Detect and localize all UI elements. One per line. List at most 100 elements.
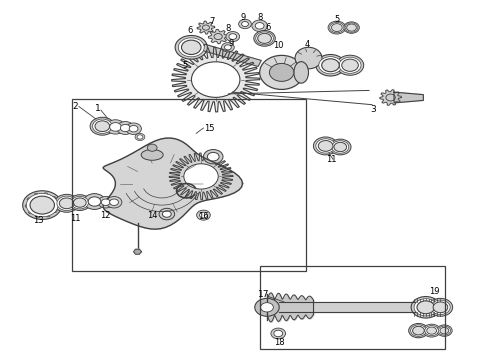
Circle shape <box>431 300 450 315</box>
Circle shape <box>159 208 174 220</box>
Circle shape <box>69 195 91 211</box>
Circle shape <box>331 24 342 32</box>
Circle shape <box>271 328 286 339</box>
Circle shape <box>334 142 346 152</box>
Circle shape <box>121 125 130 132</box>
Polygon shape <box>134 249 142 254</box>
Circle shape <box>88 197 101 206</box>
Circle shape <box>322 59 339 72</box>
Circle shape <box>423 324 441 337</box>
Circle shape <box>330 22 344 33</box>
Circle shape <box>207 152 219 161</box>
Circle shape <box>318 140 333 151</box>
Circle shape <box>137 135 143 139</box>
Polygon shape <box>172 47 260 112</box>
Circle shape <box>224 45 231 50</box>
Circle shape <box>332 141 349 153</box>
Text: 5: 5 <box>183 61 188 70</box>
Text: 3: 3 <box>370 105 376 114</box>
Circle shape <box>409 323 428 338</box>
Circle shape <box>135 134 145 140</box>
Circle shape <box>438 326 450 335</box>
Text: 11: 11 <box>326 156 336 165</box>
Circle shape <box>428 298 453 316</box>
Circle shape <box>98 197 114 208</box>
Circle shape <box>314 137 338 155</box>
Circle shape <box>254 31 275 46</box>
Text: 12: 12 <box>100 211 111 220</box>
Circle shape <box>90 117 115 135</box>
Circle shape <box>59 198 74 209</box>
Text: 9: 9 <box>229 39 234 48</box>
Circle shape <box>319 57 342 74</box>
Circle shape <box>270 63 294 81</box>
Text: 4: 4 <box>305 40 310 49</box>
Circle shape <box>346 24 356 31</box>
Circle shape <box>221 42 234 52</box>
Circle shape <box>23 191 62 220</box>
Text: 15: 15 <box>204 123 215 132</box>
Ellipse shape <box>141 149 163 160</box>
Circle shape <box>110 199 119 206</box>
Circle shape <box>74 198 86 207</box>
Circle shape <box>93 119 112 134</box>
Circle shape <box>425 325 439 336</box>
Circle shape <box>336 55 364 75</box>
Polygon shape <box>394 92 423 103</box>
Polygon shape <box>197 21 215 34</box>
Circle shape <box>226 32 240 41</box>
Circle shape <box>162 211 171 217</box>
Circle shape <box>26 193 58 217</box>
Text: 6: 6 <box>188 26 193 35</box>
Circle shape <box>106 120 125 134</box>
Text: 8: 8 <box>225 24 231 33</box>
Circle shape <box>184 164 218 189</box>
Circle shape <box>242 22 248 27</box>
Circle shape <box>258 33 271 43</box>
Circle shape <box>274 330 283 337</box>
Circle shape <box>345 23 358 32</box>
Circle shape <box>413 326 424 335</box>
Text: 18: 18 <box>274 338 285 347</box>
Circle shape <box>30 196 54 214</box>
Circle shape <box>117 122 134 134</box>
Circle shape <box>339 57 361 73</box>
Text: 10: 10 <box>273 41 284 50</box>
Polygon shape <box>169 153 233 200</box>
Text: 6: 6 <box>265 23 270 32</box>
Text: 19: 19 <box>429 287 440 296</box>
Polygon shape <box>208 30 228 44</box>
Text: 13: 13 <box>33 216 44 225</box>
Circle shape <box>256 32 273 45</box>
Circle shape <box>54 194 79 212</box>
Circle shape <box>328 21 345 34</box>
Circle shape <box>57 196 76 211</box>
Circle shape <box>411 297 441 318</box>
Bar <box>260 266 445 348</box>
Circle shape <box>255 23 264 29</box>
Circle shape <box>72 196 88 209</box>
Text: 1: 1 <box>95 104 100 113</box>
Circle shape <box>252 20 268 32</box>
Circle shape <box>411 325 426 336</box>
Text: 16: 16 <box>198 212 209 221</box>
Text: 17: 17 <box>258 289 270 298</box>
Circle shape <box>181 40 201 54</box>
Circle shape <box>440 327 449 334</box>
Bar <box>72 99 306 271</box>
Circle shape <box>255 298 279 316</box>
Text: 2: 2 <box>73 102 78 111</box>
Circle shape <box>203 149 223 164</box>
Circle shape <box>343 22 359 33</box>
Circle shape <box>414 299 438 316</box>
Circle shape <box>129 126 138 132</box>
Circle shape <box>417 301 435 314</box>
Circle shape <box>147 144 157 151</box>
Circle shape <box>101 199 110 206</box>
Text: 11: 11 <box>70 213 80 222</box>
Circle shape <box>106 197 122 208</box>
Circle shape <box>427 327 437 334</box>
Circle shape <box>110 123 122 131</box>
Polygon shape <box>103 138 243 229</box>
Circle shape <box>178 38 204 57</box>
